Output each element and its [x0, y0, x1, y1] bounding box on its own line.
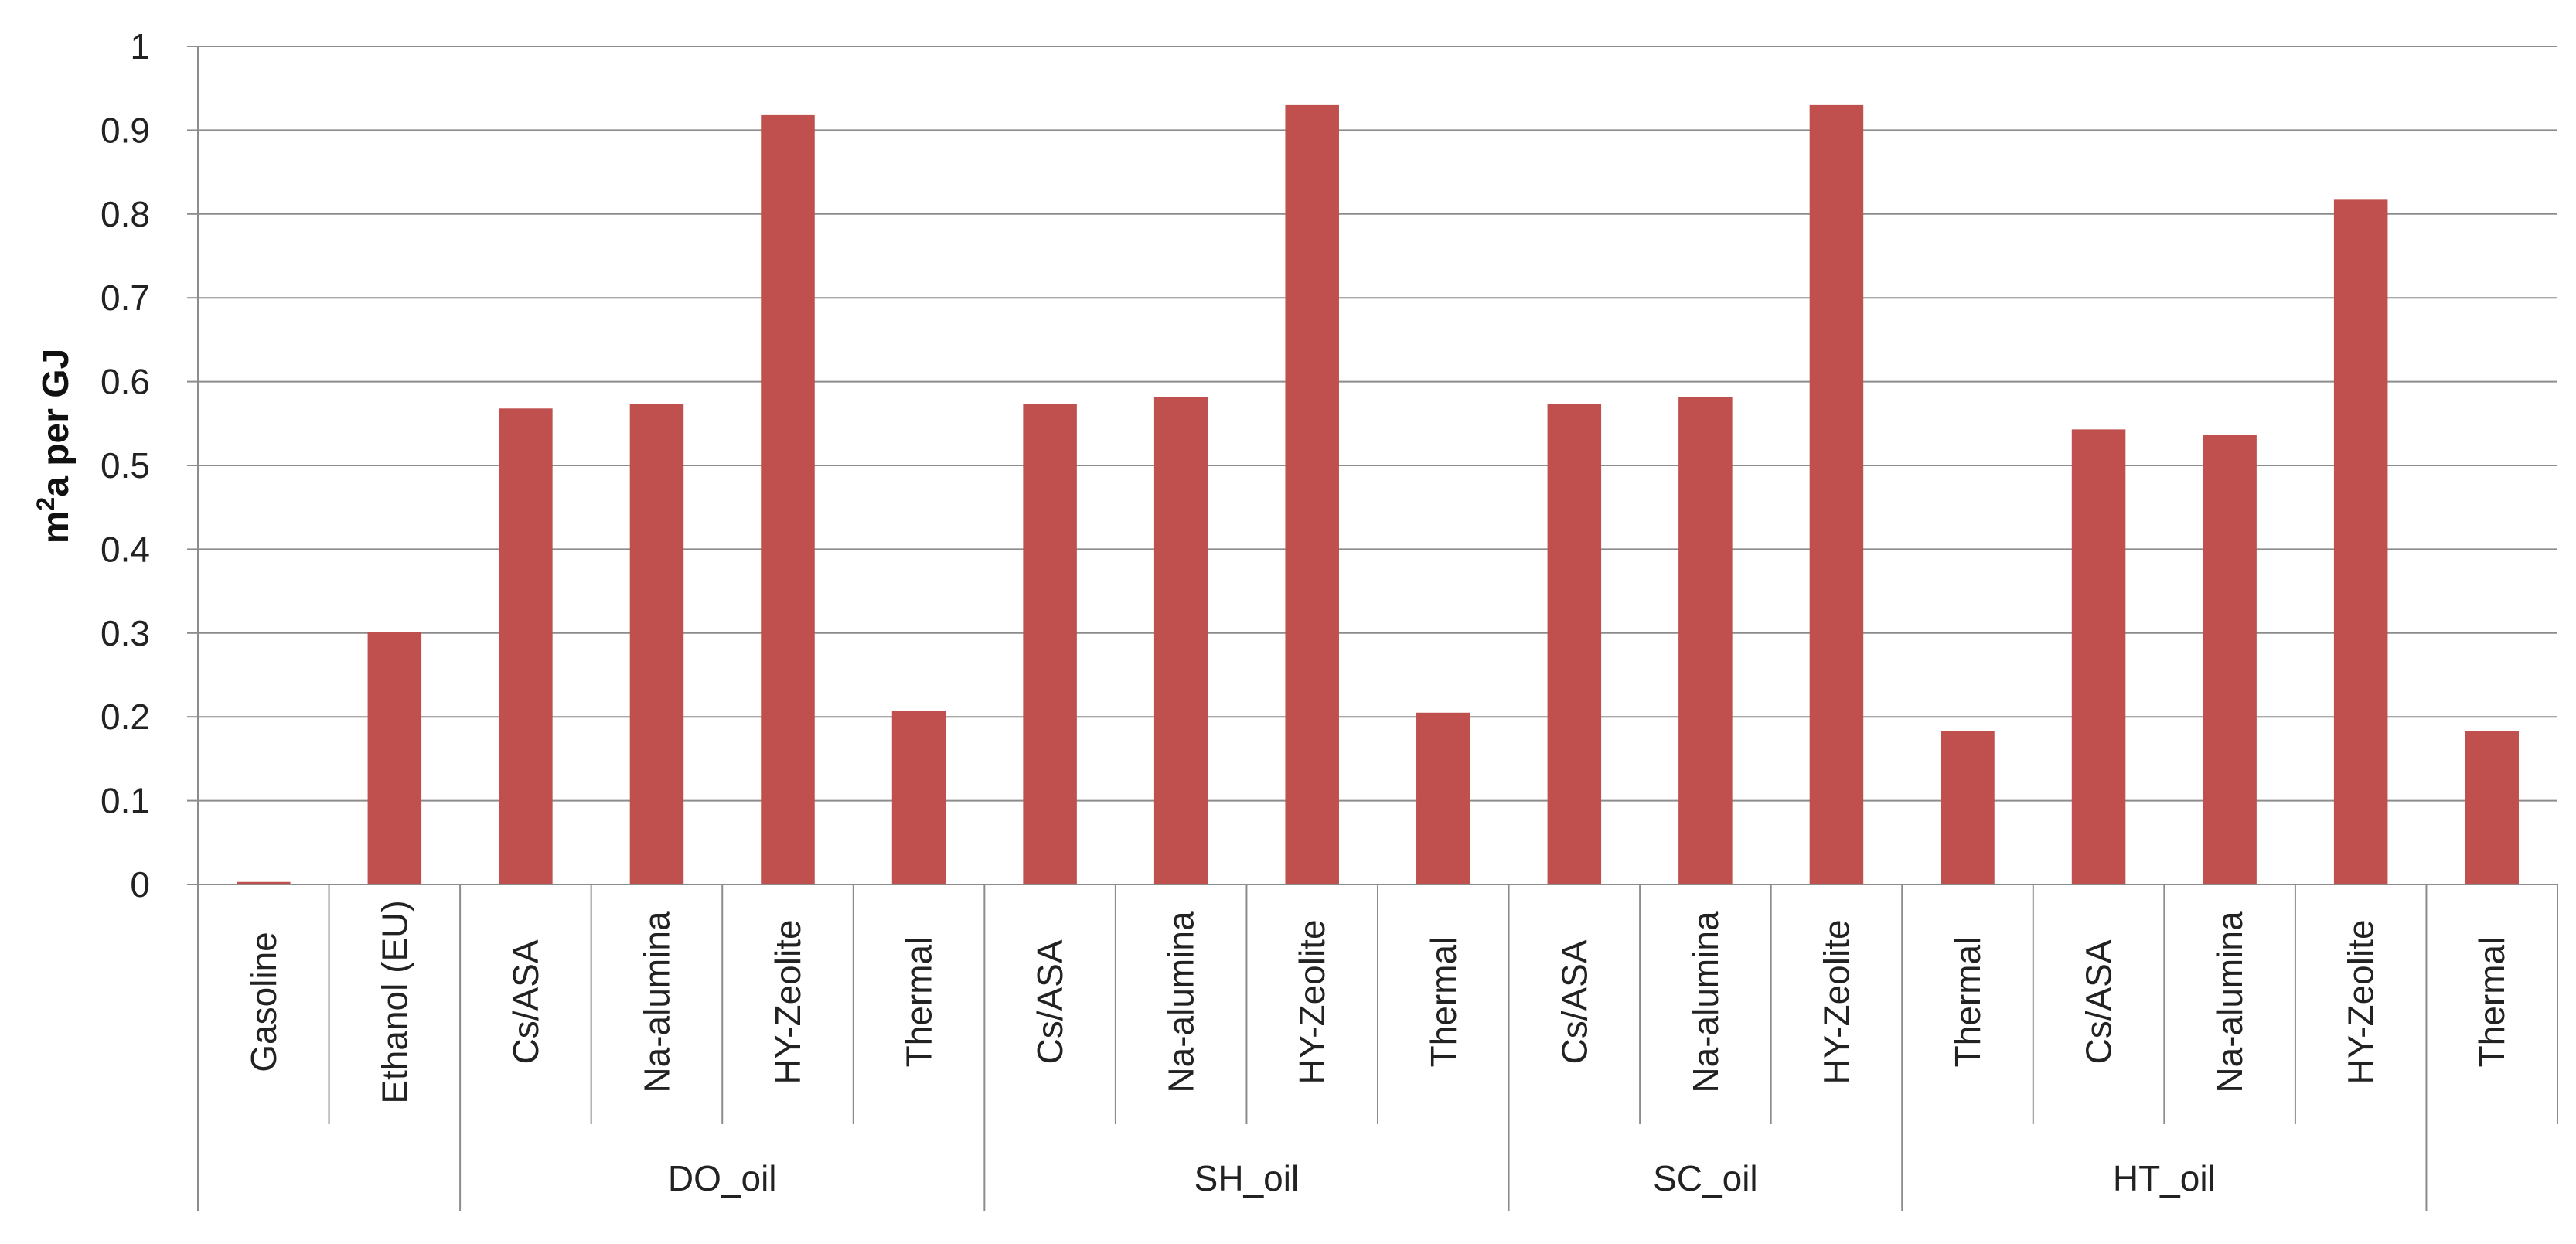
- bar: [1023, 404, 1077, 884]
- category-label: Gasoline: [244, 932, 284, 1072]
- y-tick-label: 1: [130, 26, 150, 66]
- group-label: DO_oil: [668, 1158, 777, 1198]
- x-group-labels: DO_oil SH_oil SC_oil HT_oil: [668, 1158, 2216, 1198]
- x-category-labels: Gasoline Ethanol (EU) Cs/ASA Na-alumina HY-Z…: [244, 900, 2512, 1103]
- bar: [1285, 104, 1339, 884]
- y-tick-label: 0.8: [101, 194, 150, 234]
- y-tick-label: 0.5: [101, 445, 150, 486]
- y-tick-label: 0.6: [101, 362, 150, 402]
- category-label: Na-alumina: [1161, 911, 1201, 1093]
- y-tick-label: 0.7: [101, 278, 150, 318]
- bar: [2071, 429, 2126, 884]
- bar: [1416, 712, 1470, 884]
- category-label: Cs/ASA: [1030, 939, 1070, 1064]
- category-label: HY-Zeolite: [1816, 919, 1856, 1084]
- bar: [2203, 435, 2257, 884]
- bar: [891, 711, 946, 884]
- y-tick-label: 0.2: [101, 697, 150, 737]
- category-label: Cs/ASA: [506, 939, 546, 1064]
- bar: [1547, 404, 1602, 884]
- category-label: Na-alumina: [2210, 911, 2250, 1093]
- axes: [187, 46, 2558, 1211]
- bar: [1809, 104, 1864, 884]
- y-tick-labels: 0 0.1 0.2 0.3 0.4 0.5 0.6 0.7 0.8 0.9 1: [101, 26, 150, 905]
- category-label: HY-Zeolite: [2341, 919, 2381, 1084]
- bar: [1153, 397, 1208, 884]
- bar: [1941, 731, 1995, 884]
- bar: [629, 404, 684, 884]
- group-label: SH_oil: [1194, 1158, 1300, 1198]
- category-label: Thermal: [1423, 937, 1463, 1068]
- y-tick-label: 0: [130, 864, 150, 905]
- category-label: Na-alumina: [1685, 911, 1726, 1093]
- y-tick-label: 0.3: [101, 613, 150, 653]
- category-label: Cs/ASA: [2079, 939, 2119, 1064]
- bar: [761, 114, 815, 884]
- gridlines: [198, 46, 2557, 802]
- y-tick-label: 0.4: [101, 529, 150, 569]
- y-axis-title: m2a per GJ: [32, 349, 77, 544]
- bars: [237, 104, 2519, 884]
- group-label: HT_oil: [2113, 1158, 2216, 1198]
- bar: [499, 408, 553, 884]
- y-tick-label: 0.9: [101, 110, 150, 150]
- bar: [367, 632, 422, 884]
- category-label: Na-alumina: [636, 911, 676, 1093]
- group-label: SC_oil: [1653, 1158, 1758, 1198]
- category-label: HY-Zeolite: [1292, 919, 1332, 1084]
- bar: [237, 881, 291, 884]
- category-label: Ethanol (EU): [374, 900, 414, 1103]
- category-label: Cs/ASA: [1554, 939, 1594, 1064]
- category-label: Thermal: [2472, 937, 2512, 1068]
- category-label: HY-Zeolite: [768, 919, 808, 1084]
- category-label: Thermal: [899, 937, 939, 1068]
- bar: [2465, 731, 2519, 884]
- bar: [1678, 397, 1733, 884]
- bar: [2333, 199, 2388, 884]
- y-tick-label: 0.1: [101, 781, 150, 821]
- category-label: Thermal: [1947, 937, 1988, 1068]
